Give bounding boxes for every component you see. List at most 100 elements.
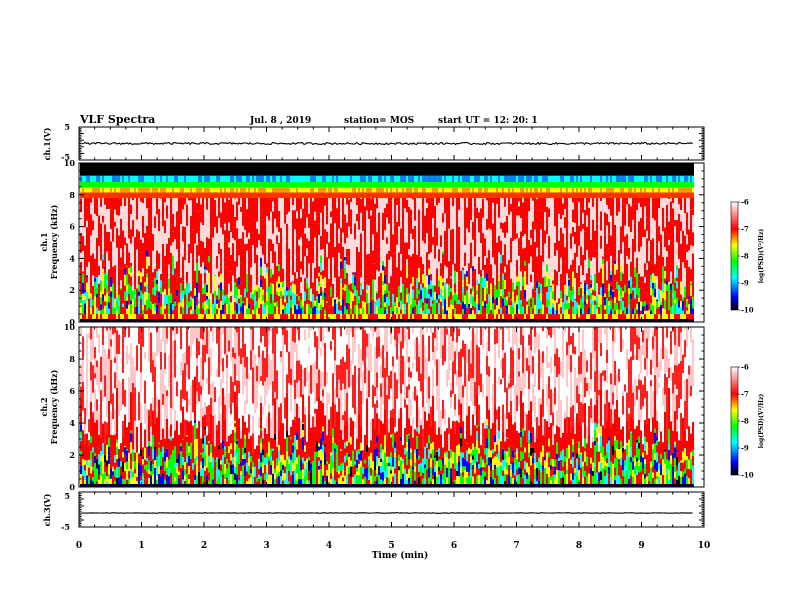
spectrogram-cell [552, 236, 554, 257]
spectrogram-cell [556, 305, 558, 311]
spectrogram-cell [438, 182, 440, 188]
spectrogram-cell [548, 197, 550, 209]
spectrogram-cell [488, 307, 490, 315]
spectrogram-cell [302, 215, 304, 235]
spectrogram-cell [206, 270, 208, 285]
spectrogram-cell [420, 232, 422, 257]
spectrogram-cell [518, 291, 520, 301]
spectrogram-cell [504, 206, 506, 222]
spectrogram-cell [568, 290, 570, 298]
spectrogram-cell [126, 296, 128, 301]
spectrogram-cell [554, 300, 556, 310]
spectrogram-cell [550, 207, 552, 220]
spectrogram-cell [528, 211, 530, 230]
spectrogram-cell [144, 192, 146, 198]
spectrogram-cell [212, 203, 214, 224]
spectrogram-cell [128, 182, 130, 188]
spectrogram-cell [502, 232, 504, 255]
spectrogram-cell [420, 187, 422, 193]
spectrogram-cell [380, 247, 382, 260]
spectrogram-cell [104, 224, 106, 248]
spectrogram-cell [152, 187, 154, 193]
spectrogram-cell [346, 314, 348, 320]
spectrogram-cell [180, 293, 182, 303]
spectrogram-cell [540, 314, 542, 320]
spectrogram-cell [432, 314, 434, 320]
spectrogram-cell [86, 182, 88, 188]
spectrogram-cell [386, 182, 388, 188]
spectrogram-cell [288, 229, 290, 249]
spectrogram-cell [322, 233, 324, 250]
spectrogram-cell [164, 197, 166, 203]
spectrogram-cell [148, 208, 150, 221]
spectrogram-cell [344, 297, 346, 307]
spectrogram-cell [360, 308, 362, 315]
spectrogram-cell [172, 187, 174, 193]
spectrogram-cell [94, 281, 96, 292]
spectrogram-cell [100, 236, 102, 244]
spectrogram-cell [144, 286, 146, 292]
spectrogram-cell [482, 270, 484, 277]
spectrogram-cell [538, 282, 540, 287]
spectrogram-cell [486, 218, 488, 230]
spectrogram-cell [558, 182, 560, 188]
spectrogram-cell [296, 309, 298, 315]
spectrogram-cell [598, 197, 600, 214]
spectrogram-cell [456, 175, 458, 183]
spectrogram-cell [512, 292, 514, 303]
spectrogram-cell [166, 163, 168, 176]
spectrogram-cell [416, 298, 418, 305]
spectrogram-cell [294, 187, 296, 193]
spectrogram-cell [486, 200, 488, 219]
spectrogram-cell [542, 261, 544, 278]
spectrogram-cell [592, 279, 594, 290]
spectrogram-cell [304, 282, 306, 292]
spectrogram-cell [604, 259, 606, 283]
spectrogram-cell [88, 308, 90, 315]
spectrogram-cell [570, 201, 572, 214]
spectrogram-cell [564, 314, 566, 320]
spectrogram-cell [170, 294, 172, 304]
spectrogram-cell [392, 192, 394, 198]
spectrogram-cell [344, 260, 346, 268]
spectrogram-cell [114, 175, 116, 183]
spectrogram-cell [596, 309, 598, 315]
ch1-ytick-top: 5 [64, 122, 70, 132]
spectrogram-cell [336, 216, 338, 232]
spectrogram-cell [448, 163, 450, 176]
spectrogram-cell [592, 163, 594, 176]
spectrogram-cell [528, 163, 530, 176]
spectrogram-cell [396, 197, 398, 206]
spectrogram-cell [406, 308, 408, 315]
spectrogram-cell [148, 187, 150, 193]
spectrogram-cell [290, 197, 292, 219]
spectrogram-cell [366, 163, 368, 176]
spectrogram-cell [282, 281, 284, 285]
spectrogram-cell [132, 200, 134, 220]
spectrogram-cell [392, 288, 394, 294]
spectrogram-cell [392, 175, 394, 183]
spectrogram-cell [144, 282, 146, 287]
spectrogram-cell [552, 182, 554, 188]
spectrogram-cell [244, 212, 246, 219]
spectrogram-cell [438, 197, 440, 203]
spectrogram-cell [522, 197, 524, 203]
spectrogram-cell [462, 261, 464, 268]
spectrogram-cell [138, 202, 140, 211]
spectrogram-cell [504, 221, 506, 238]
spectrogram-cell [376, 175, 378, 183]
spectrogram-cell [264, 264, 266, 279]
spectrogram-cell [194, 301, 196, 310]
spectrogram-cell [82, 235, 84, 251]
spectrogram-cell [250, 292, 252, 299]
spectrogram-cell [526, 284, 528, 302]
spectrogram-cell [178, 182, 180, 188]
spectrogram-cell [126, 197, 128, 201]
spectrogram-cell [102, 254, 104, 255]
spectrogram-cell [144, 260, 146, 272]
spectrogram-cell [604, 187, 606, 193]
spectrogram-cell [396, 175, 398, 183]
spectrogram-cell [142, 215, 144, 238]
spectrogram-cell [336, 197, 338, 209]
spectrogram-cell [480, 314, 482, 320]
